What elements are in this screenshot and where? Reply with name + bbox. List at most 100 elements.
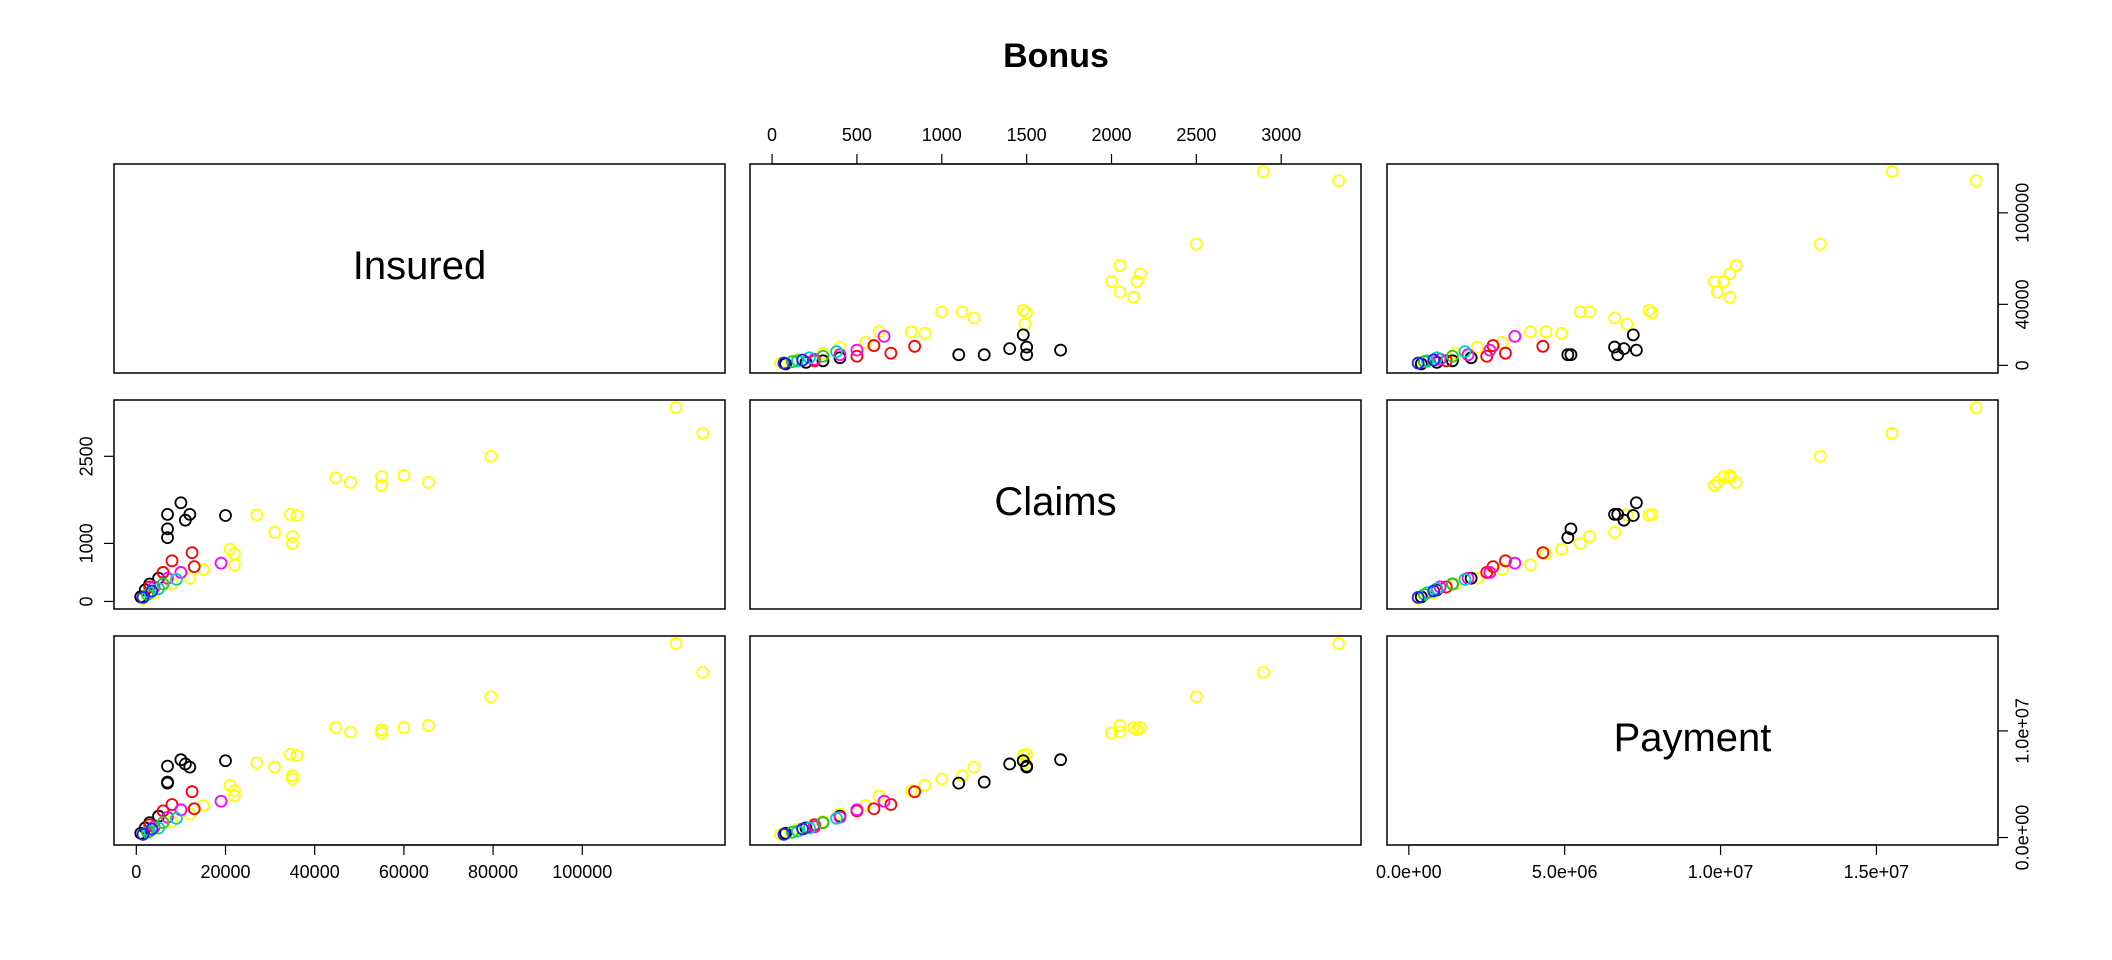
point bbox=[1885, 427, 1899, 440]
point bbox=[219, 754, 232, 768]
point bbox=[219, 509, 232, 522]
point bbox=[1629, 496, 1643, 510]
point bbox=[1430, 355, 1444, 369]
point bbox=[777, 356, 791, 370]
point bbox=[136, 590, 150, 604]
point bbox=[1555, 542, 1568, 556]
point bbox=[1583, 530, 1597, 543]
point bbox=[1127, 290, 1140, 304]
point bbox=[329, 471, 343, 485]
point bbox=[484, 690, 498, 704]
x-tick-label: 3000 bbox=[1261, 125, 1301, 145]
point bbox=[1645, 306, 1659, 320]
point bbox=[1018, 317, 1032, 331]
point bbox=[283, 747, 297, 761]
y-tick-label: 0 bbox=[77, 596, 97, 606]
x-tick-label: 20000 bbox=[200, 862, 250, 882]
x-tick-label: 40000 bbox=[290, 862, 340, 882]
point bbox=[884, 798, 898, 811]
point bbox=[1113, 259, 1127, 272]
point bbox=[908, 339, 922, 353]
point bbox=[1969, 174, 1983, 188]
point bbox=[1480, 349, 1494, 363]
point bbox=[935, 772, 949, 786]
point bbox=[830, 811, 843, 825]
x-tick-label: 1.5e+07 bbox=[1844, 862, 1910, 882]
point bbox=[161, 776, 174, 790]
point bbox=[952, 348, 966, 362]
point bbox=[1483, 566, 1497, 579]
point bbox=[285, 536, 299, 550]
point bbox=[290, 749, 304, 762]
x-tick-label: 60000 bbox=[379, 862, 429, 882]
chart-title: Bonus bbox=[1003, 37, 1109, 75]
point bbox=[1717, 275, 1731, 288]
point bbox=[1016, 754, 1030, 768]
point bbox=[1439, 580, 1453, 594]
point bbox=[214, 556, 228, 570]
point bbox=[877, 794, 891, 808]
point bbox=[1471, 571, 1484, 585]
point bbox=[1130, 275, 1144, 288]
point bbox=[1471, 340, 1484, 354]
point bbox=[867, 339, 881, 352]
point bbox=[1564, 522, 1578, 536]
point bbox=[1449, 346, 1462, 360]
point bbox=[1016, 328, 1030, 342]
panel-frame bbox=[113, 399, 726, 610]
point bbox=[796, 822, 810, 836]
point bbox=[1617, 342, 1631, 355]
point bbox=[1427, 584, 1441, 598]
point bbox=[967, 311, 981, 325]
point bbox=[1003, 757, 1017, 771]
point bbox=[669, 637, 683, 650]
point bbox=[1555, 326, 1568, 340]
point bbox=[1418, 355, 1431, 368]
x-tick-label: 0.0e+00 bbox=[1376, 862, 1442, 882]
x-tick-label: 500 bbox=[842, 125, 872, 145]
point bbox=[977, 775, 991, 789]
point bbox=[884, 346, 898, 360]
point bbox=[375, 478, 388, 492]
point bbox=[1446, 349, 1459, 363]
point bbox=[1885, 165, 1899, 179]
point bbox=[178, 513, 192, 527]
point bbox=[1608, 525, 1621, 539]
x-tick-label: 2500 bbox=[1176, 125, 1216, 145]
point bbox=[343, 725, 357, 739]
point bbox=[290, 509, 304, 522]
point bbox=[268, 760, 281, 774]
point bbox=[816, 354, 830, 368]
point bbox=[1113, 285, 1127, 299]
point bbox=[696, 665, 710, 679]
point bbox=[1626, 328, 1640, 342]
panel-frame bbox=[113, 635, 726, 846]
point bbox=[1020, 306, 1034, 320]
point bbox=[1508, 556, 1522, 570]
point bbox=[178, 757, 192, 771]
point bbox=[156, 577, 170, 591]
point bbox=[1127, 721, 1140, 735]
point bbox=[1020, 340, 1034, 354]
point bbox=[955, 769, 969, 783]
point bbox=[1020, 348, 1034, 362]
point bbox=[1536, 546, 1550, 560]
point bbox=[228, 789, 241, 803]
point bbox=[935, 305, 949, 319]
point bbox=[791, 354, 804, 368]
point bbox=[223, 542, 237, 556]
point bbox=[285, 530, 299, 543]
point bbox=[145, 584, 159, 598]
point bbox=[1499, 346, 1512, 360]
point bbox=[1561, 348, 1575, 362]
point bbox=[268, 525, 281, 539]
y-tick-label: 1000 bbox=[77, 523, 97, 563]
point bbox=[1723, 290, 1737, 304]
point bbox=[1020, 760, 1034, 774]
y-tick-label: 2500 bbox=[77, 436, 97, 476]
point bbox=[1446, 354, 1459, 368]
point bbox=[850, 349, 864, 363]
point bbox=[187, 560, 201, 574]
point bbox=[214, 794, 228, 808]
x-tick-label: 5.0e+06 bbox=[1532, 862, 1598, 882]
